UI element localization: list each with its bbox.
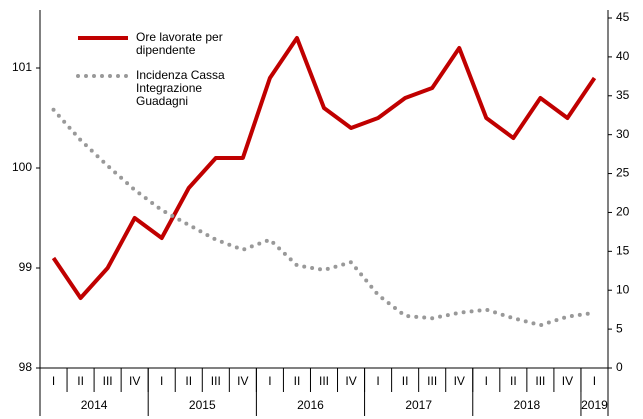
x-tick-label: II [77, 374, 84, 388]
x-tick-label: II [294, 374, 301, 388]
y-tick-label: 98 [19, 360, 33, 374]
y2-tick-label: 35 [616, 88, 630, 102]
y2-tick-label: 0 [616, 360, 623, 374]
x-tick-label: IV [454, 374, 465, 388]
x-tick-label: II [402, 374, 409, 388]
x-tick-label: I [160, 374, 163, 388]
x-tick-label: II [185, 374, 192, 388]
x-group-label: 2018 [514, 398, 541, 412]
x-tick-label: III [319, 374, 329, 388]
x-tick-label: I [268, 374, 271, 388]
y-tick-label: 99 [19, 260, 33, 274]
y2-tick-label: 10 [616, 282, 630, 296]
y2-tick-label: 20 [616, 205, 630, 219]
x-tick-label: IV [562, 374, 573, 388]
legend-label: Ore lavorate per dipendente [136, 30, 223, 57]
series-line [51, 107, 597, 328]
x-tick-label: III [211, 374, 221, 388]
x-tick-label: II [510, 374, 517, 388]
x-tick-label: IV [237, 374, 248, 388]
x-group-label: 2016 [297, 398, 324, 412]
x-tick-label: III [427, 374, 437, 388]
x-tick-label: IV [129, 374, 140, 388]
x-tick-label: I [376, 374, 379, 388]
y2-tick-label: 40 [616, 49, 630, 63]
x-tick-label: I [593, 374, 596, 388]
y2-tick-label: 45 [616, 10, 630, 24]
y2-tick-label: 5 [616, 321, 623, 335]
x-tick-label: III [535, 374, 545, 388]
x-tick-label: III [103, 374, 113, 388]
y2-tick-label: 25 [616, 166, 630, 180]
y2-tick-label: 15 [616, 244, 630, 258]
x-group-label: 2019 [581, 398, 608, 412]
y-tick-label: 100 [12, 160, 32, 174]
y-tick-label: 101 [12, 60, 32, 74]
x-tick-label: I [485, 374, 488, 388]
x-group-label: 2015 [189, 398, 216, 412]
x-group-label: 2014 [81, 398, 108, 412]
series-line [51, 36, 597, 300]
y2-tick-label: 30 [616, 127, 630, 141]
x-tick-label: IV [345, 374, 356, 388]
legend-label: Incidenza Cassa Integrazione Guadagni [136, 68, 225, 108]
x-tick-label: I [52, 374, 55, 388]
x-group-label: 2017 [405, 398, 432, 412]
